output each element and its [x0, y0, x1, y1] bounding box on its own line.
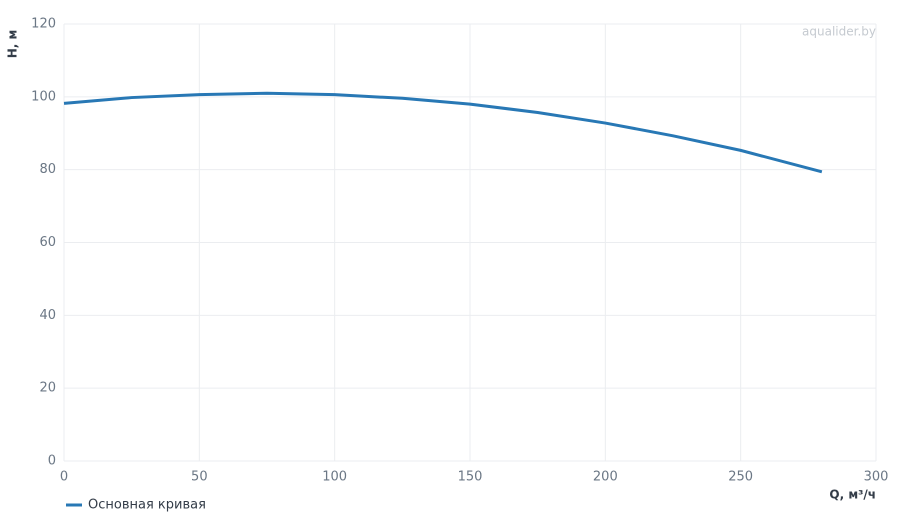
y-tick-label: 20: [39, 381, 56, 396]
y-tick-label: 100: [31, 89, 56, 104]
x-tick-label: 100: [322, 470, 347, 485]
y-tick-label: 80: [39, 162, 56, 177]
line: [63, 91, 823, 174]
x-tick-label: 150: [458, 470, 483, 485]
x-tick-label: 300: [864, 470, 889, 485]
x-tick-label: 50: [191, 470, 208, 485]
watermark: aqualider.by: [802, 25, 876, 39]
y-tick-label: 60: [39, 235, 56, 250]
y-tick-label: 40: [39, 308, 56, 323]
legend-label: Основная кривая: [88, 498, 206, 513]
y-tick-label: 120: [31, 17, 56, 32]
x-tick-label: 250: [728, 470, 753, 485]
y-axis-title: H, м: [6, 30, 20, 59]
x-tick-label: 200: [593, 470, 618, 485]
x-tick-label: 0: [60, 470, 68, 485]
y-tick-label: 0: [48, 454, 56, 469]
x-axis-title: Q, м³/ч: [829, 488, 876, 502]
